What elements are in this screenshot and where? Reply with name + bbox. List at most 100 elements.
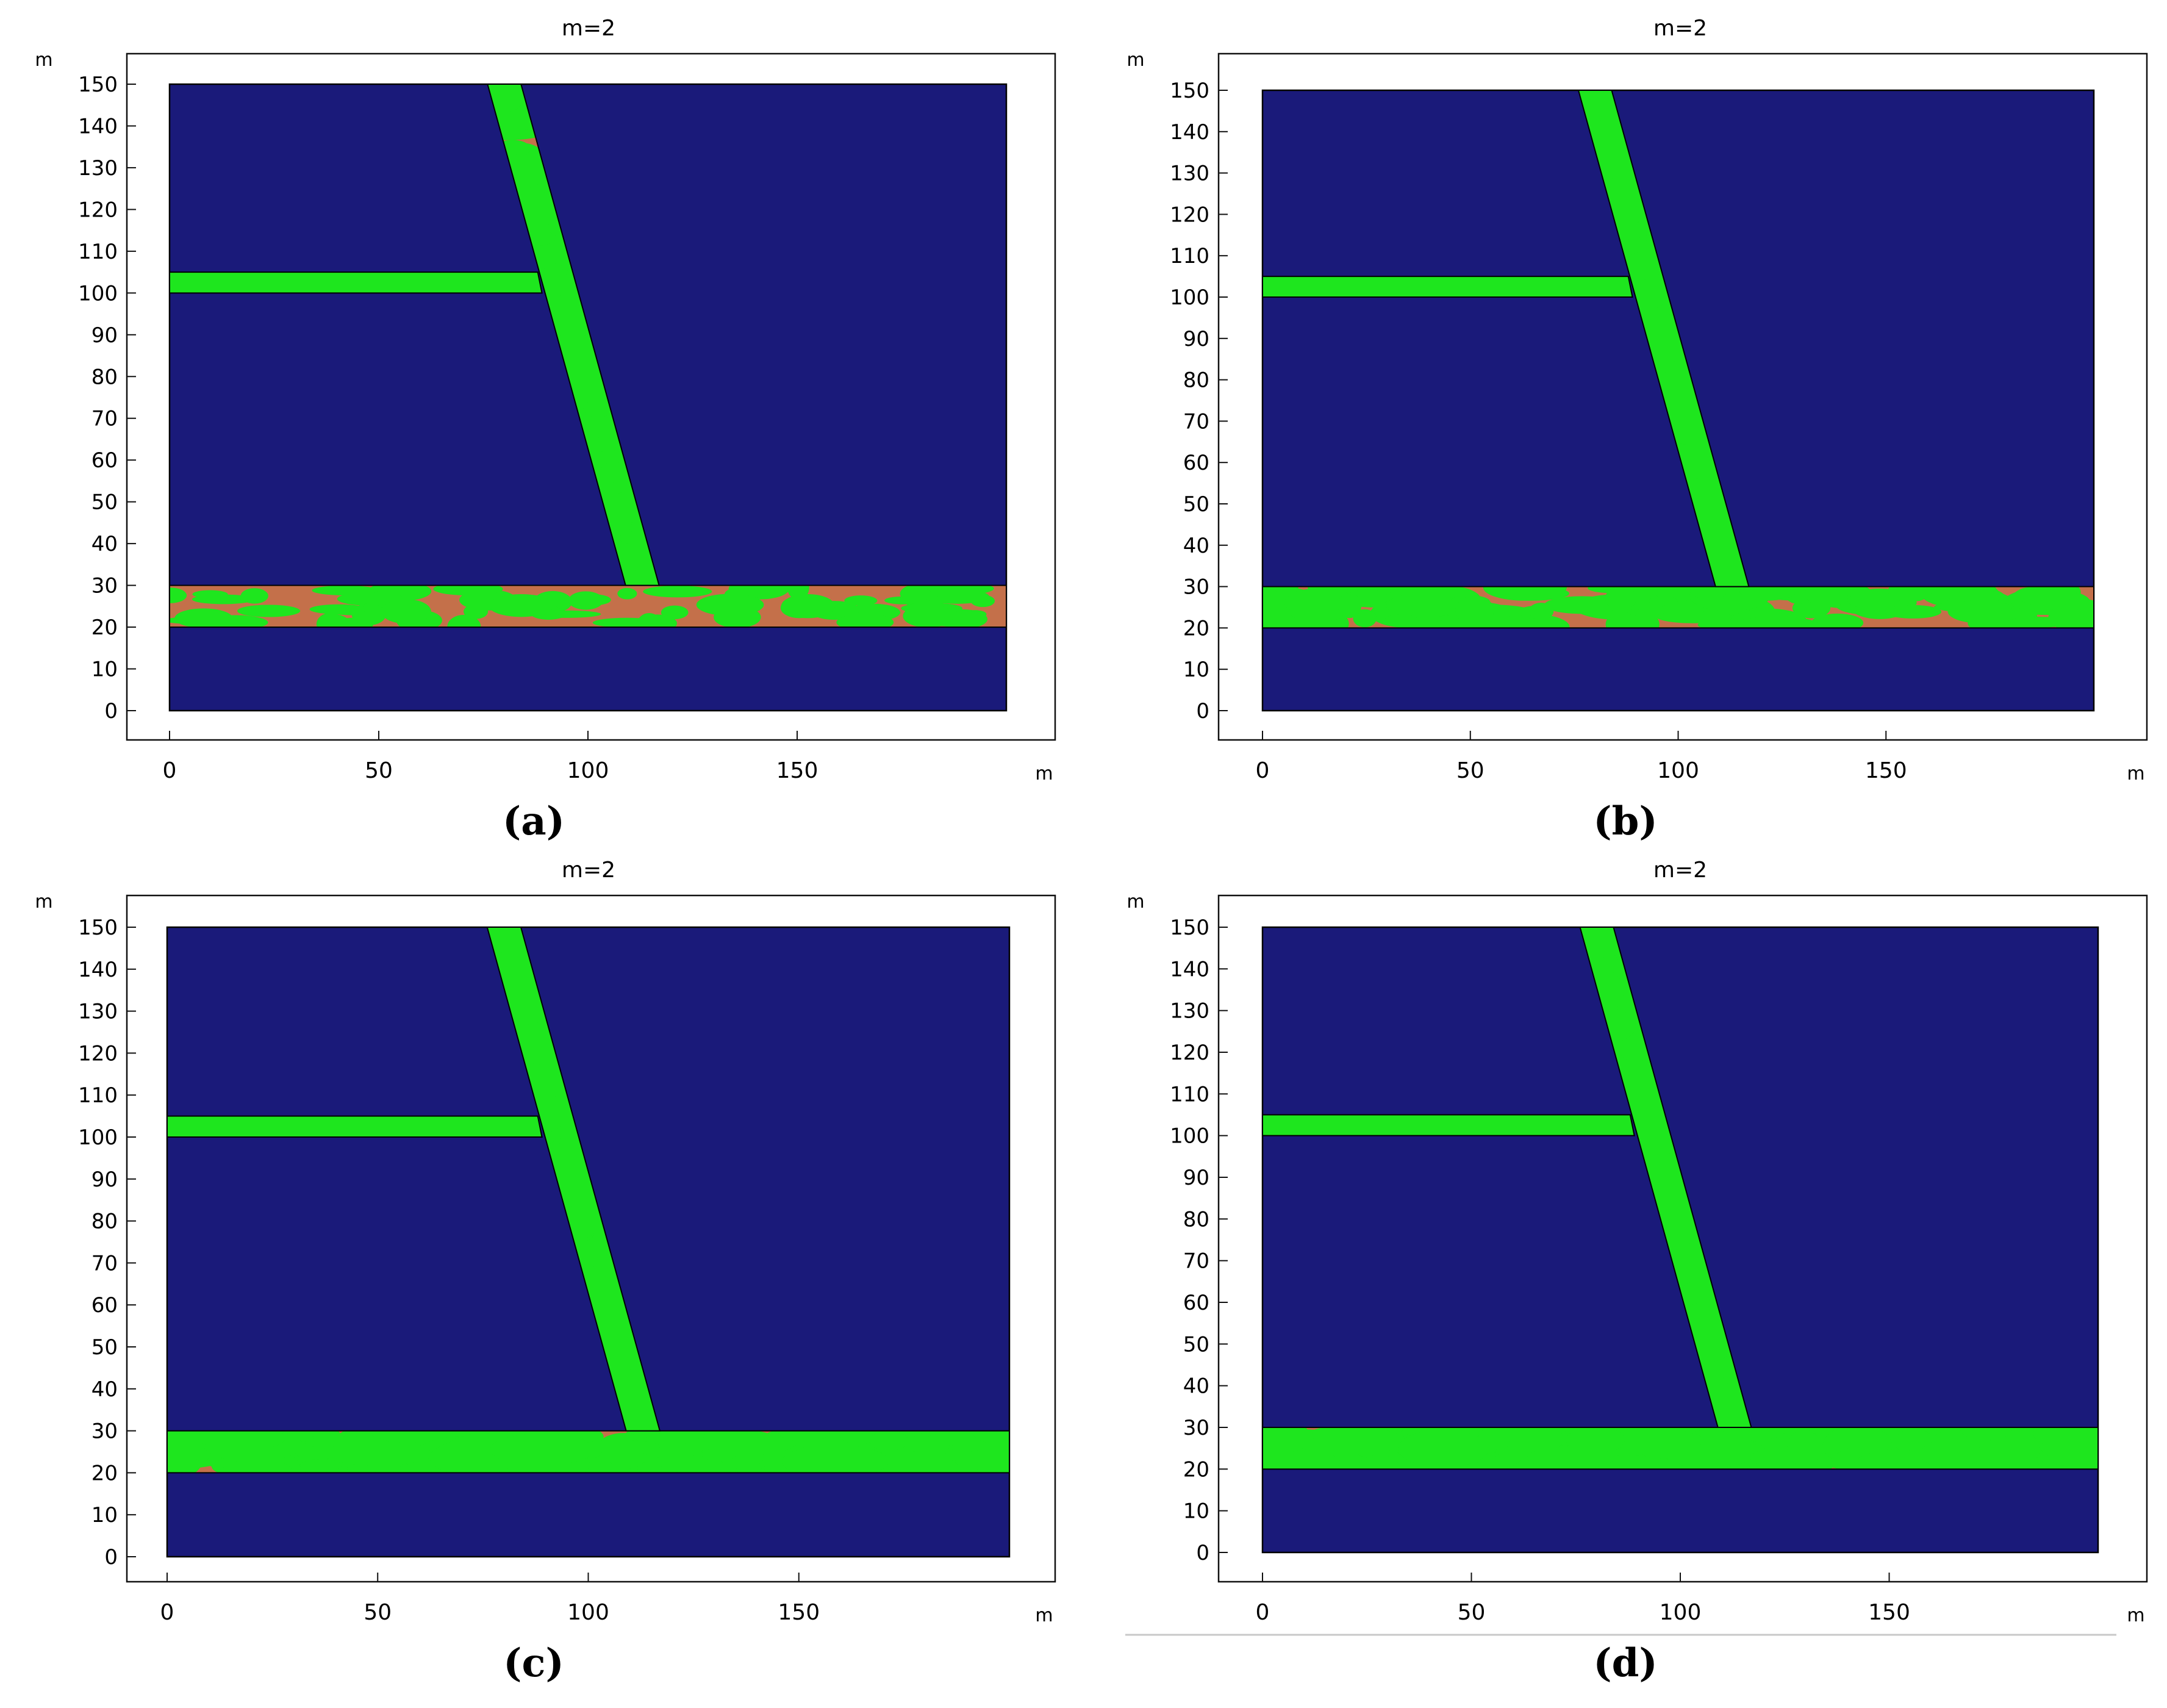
plot-frame <box>1217 52 2148 741</box>
flow-patch <box>903 604 954 628</box>
bottom-layer-outline <box>167 1430 1010 1474</box>
x-tick-label: 50 <box>365 758 393 783</box>
flow-patch <box>2036 586 2077 603</box>
chart-title: m=2 <box>1653 858 1707 883</box>
flow-patch <box>781 1444 889 1473</box>
flow-patch <box>1853 1449 1942 1469</box>
chart-title: m=2 <box>562 16 615 41</box>
panel-caption: (b) <box>1593 798 1657 844</box>
y-tick-label: 80 <box>1183 1207 1209 1232</box>
flow-patch <box>324 1441 432 1466</box>
flow-patch <box>1660 602 1705 617</box>
y-tick-label: 130 <box>78 1000 118 1024</box>
y-tick-label: 30 <box>1183 575 1209 600</box>
plot-frame <box>126 52 1056 741</box>
y-tick-label: 30 <box>91 1419 118 1444</box>
x-tick-label: 50 <box>1456 758 1485 783</box>
x-tick-label: 150 <box>1868 1600 1910 1625</box>
chart-title: m=2 <box>562 858 615 883</box>
y-tick-label: 130 <box>1170 999 1209 1024</box>
flow-patch <box>517 191 553 209</box>
y-tick-label: 80 <box>91 1210 118 1234</box>
x-tick-label: 100 <box>567 1600 609 1625</box>
upper-layer-outline <box>1262 276 1633 298</box>
y-tick-label: 40 <box>91 1377 118 1402</box>
flow-fill <box>1263 276 1633 297</box>
flow-patch <box>696 594 764 616</box>
y-tick-label: 110 <box>1170 244 1209 268</box>
flow-patch <box>1888 586 1932 602</box>
flow-patch <box>596 497 649 524</box>
y-tick-label: 130 <box>1170 162 1209 186</box>
y-tick-label: 100 <box>78 281 118 306</box>
flow-patch <box>1927 586 1952 604</box>
y-tick-label: 120 <box>78 1041 118 1066</box>
bottom-layer-outline <box>1262 586 2094 629</box>
flow-patch <box>619 1408 660 1431</box>
flow-patch <box>956 1448 1009 1473</box>
y-tick-label: 120 <box>1170 203 1209 227</box>
x-axis-unit: m <box>1035 763 1053 784</box>
x-tick-label: 0 <box>1256 1600 1270 1625</box>
flow-patch <box>661 605 689 620</box>
y-tick-label: 70 <box>1183 1249 1209 1274</box>
y-tick-label: 20 <box>91 1461 118 1485</box>
flow-patch <box>1960 1427 2012 1440</box>
y-tick-label: 130 <box>78 156 118 181</box>
flow-patch <box>1482 1427 1571 1435</box>
panel-caption: (a) <box>503 798 565 844</box>
y-tick-label: 50 <box>91 490 118 515</box>
x-tick-label: 150 <box>776 758 818 783</box>
flow-patch <box>170 616 231 625</box>
flow-patch <box>1483 586 1567 601</box>
fault-outline <box>486 927 661 1432</box>
y-tick-label: 150 <box>78 73 118 97</box>
flow-patch <box>167 1455 201 1473</box>
upper-layer-outline <box>169 271 543 294</box>
flow-patch <box>1455 595 1494 625</box>
y-tick-label: 90 <box>91 323 118 348</box>
y-tick-label: 70 <box>1183 409 1209 434</box>
x-axis-unit: m <box>2127 1605 2144 1626</box>
flow-patch <box>1263 1448 1341 1469</box>
y-tick-label: 150 <box>1170 79 1209 103</box>
y-tick-label: 150 <box>1170 916 1209 940</box>
bottom-layer-flow <box>1263 586 2094 628</box>
flow-patch <box>1274 586 1298 595</box>
upper-layer-flow <box>170 272 542 293</box>
y-axis-unit: m <box>1126 891 1144 913</box>
flow-patch <box>2033 1427 2098 1451</box>
flow-patch <box>1690 586 1728 600</box>
flow-patch <box>643 586 712 598</box>
x-tick-label: 100 <box>1660 1600 1702 1625</box>
flow-patch <box>1385 586 1443 596</box>
flow-patch <box>170 587 187 603</box>
y-tick-label: 50 <box>91 1335 118 1360</box>
flow-patch <box>295 1446 337 1460</box>
flow-patch <box>869 1430 908 1451</box>
y-tick-label: 100 <box>78 1125 118 1150</box>
y-tick-label: 50 <box>1183 1332 1209 1357</box>
flow-fill <box>170 272 542 293</box>
flow-patch <box>1805 586 1849 608</box>
flow-patch <box>1338 593 1362 619</box>
flow-patch <box>701 1448 736 1461</box>
y-tick-label: 60 <box>91 448 118 473</box>
y-tick-label: 0 <box>104 699 118 723</box>
bottom-layer-outline <box>1262 1427 2099 1470</box>
flow-patch <box>575 594 611 606</box>
flow-patch <box>578 1440 661 1454</box>
y-tick-label: 80 <box>91 365 118 389</box>
y-tick-label: 20 <box>1183 616 1209 640</box>
y-tick-label: 150 <box>78 916 118 940</box>
flow-patch <box>1884 605 1942 619</box>
y-tick-label: 60 <box>1183 1291 1209 1315</box>
panel-caption: (d) <box>1593 1640 1657 1686</box>
y-tick-label: 90 <box>1183 327 1209 351</box>
y-tick-label: 10 <box>91 1503 118 1527</box>
y-axis-unit: m <box>35 891 52 913</box>
flow-patch <box>299 1459 342 1472</box>
y-tick-label: 10 <box>91 658 118 682</box>
x-axis-unit: m <box>1035 1605 1053 1626</box>
y-tick-label: 80 <box>1183 368 1209 393</box>
